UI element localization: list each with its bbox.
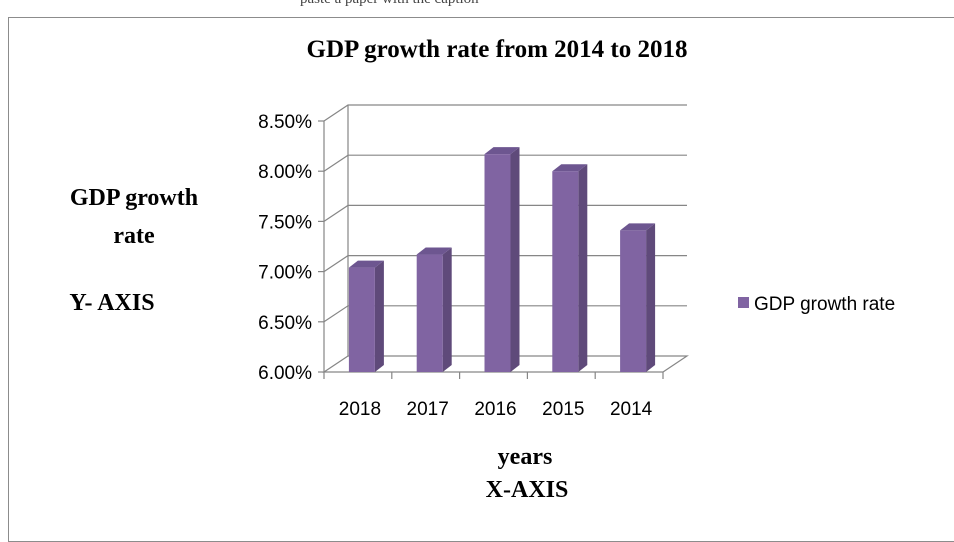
bar-front-face bbox=[348, 267, 375, 372]
y-tick-label: 8.50% bbox=[258, 112, 312, 133]
x-tick-label: 2016 bbox=[474, 399, 516, 420]
x-axis-title-line-1: years bbox=[498, 444, 553, 470]
chart-title: GDP growth rate from 2014 to 2018 bbox=[307, 36, 688, 63]
legend: GDP growth rate bbox=[738, 294, 895, 315]
bar-front-face bbox=[416, 254, 443, 372]
bar-front-face bbox=[484, 154, 511, 372]
plot-area: 6.00% 6.50% 7.00% 7.50% 8.00% 8.50% 2018 2017 20… bbox=[258, 104, 689, 420]
bar-side-face bbox=[578, 164, 588, 372]
x-tick-label: 2017 bbox=[407, 399, 449, 420]
bar-top-face bbox=[620, 223, 656, 231]
x-axis-title-line-2: X-AXIS bbox=[486, 477, 569, 503]
bar-top-face bbox=[552, 164, 588, 172]
bar-front-face bbox=[552, 171, 579, 372]
y-axis-title-line-3: Y- AXIS bbox=[69, 290, 154, 316]
legend-swatch bbox=[738, 297, 749, 308]
bar-side-face bbox=[646, 223, 656, 372]
bar-top-face bbox=[416, 247, 452, 255]
floor bbox=[322, 355, 689, 373]
x-tick-label: 2018 bbox=[339, 399, 381, 420]
y-tick-label: 7.00% bbox=[258, 263, 312, 284]
y-tick-label: 7.50% bbox=[258, 212, 312, 233]
gridline bbox=[323, 154, 687, 172]
bar-side-face bbox=[510, 147, 520, 372]
x-axis-title: years X-AXIS bbox=[486, 444, 569, 503]
bar-top-face bbox=[348, 260, 384, 268]
top-caption: paste a paper with the caption bbox=[300, 0, 479, 8]
bar-top-face bbox=[484, 147, 520, 155]
bar bbox=[416, 247, 452, 372]
bar bbox=[484, 147, 520, 372]
bar-front-face bbox=[620, 230, 647, 372]
y-tick-label: 8.00% bbox=[258, 162, 312, 183]
y-axis-title: GDP growth rate Y- AXIS bbox=[69, 185, 198, 316]
y-axis-title-line-1: GDP growth bbox=[70, 185, 198, 211]
gridline bbox=[323, 104, 687, 122]
bar-side-face bbox=[442, 247, 452, 372]
y-axis-title-line-2: rate bbox=[113, 223, 155, 249]
y-tick-label: 6.00% bbox=[258, 363, 312, 384]
bar bbox=[620, 223, 656, 372]
y-tick-label: 6.50% bbox=[258, 313, 312, 334]
bar bbox=[552, 164, 588, 372]
bar bbox=[348, 260, 384, 372]
x-tick-label: 2015 bbox=[542, 399, 584, 420]
x-tick-label: 2014 bbox=[610, 399, 653, 420]
top-caption-strip: paste a paper with the caption bbox=[0, 0, 954, 17]
bar-side-face bbox=[374, 260, 384, 372]
legend-label: GDP growth rate bbox=[754, 294, 895, 315]
